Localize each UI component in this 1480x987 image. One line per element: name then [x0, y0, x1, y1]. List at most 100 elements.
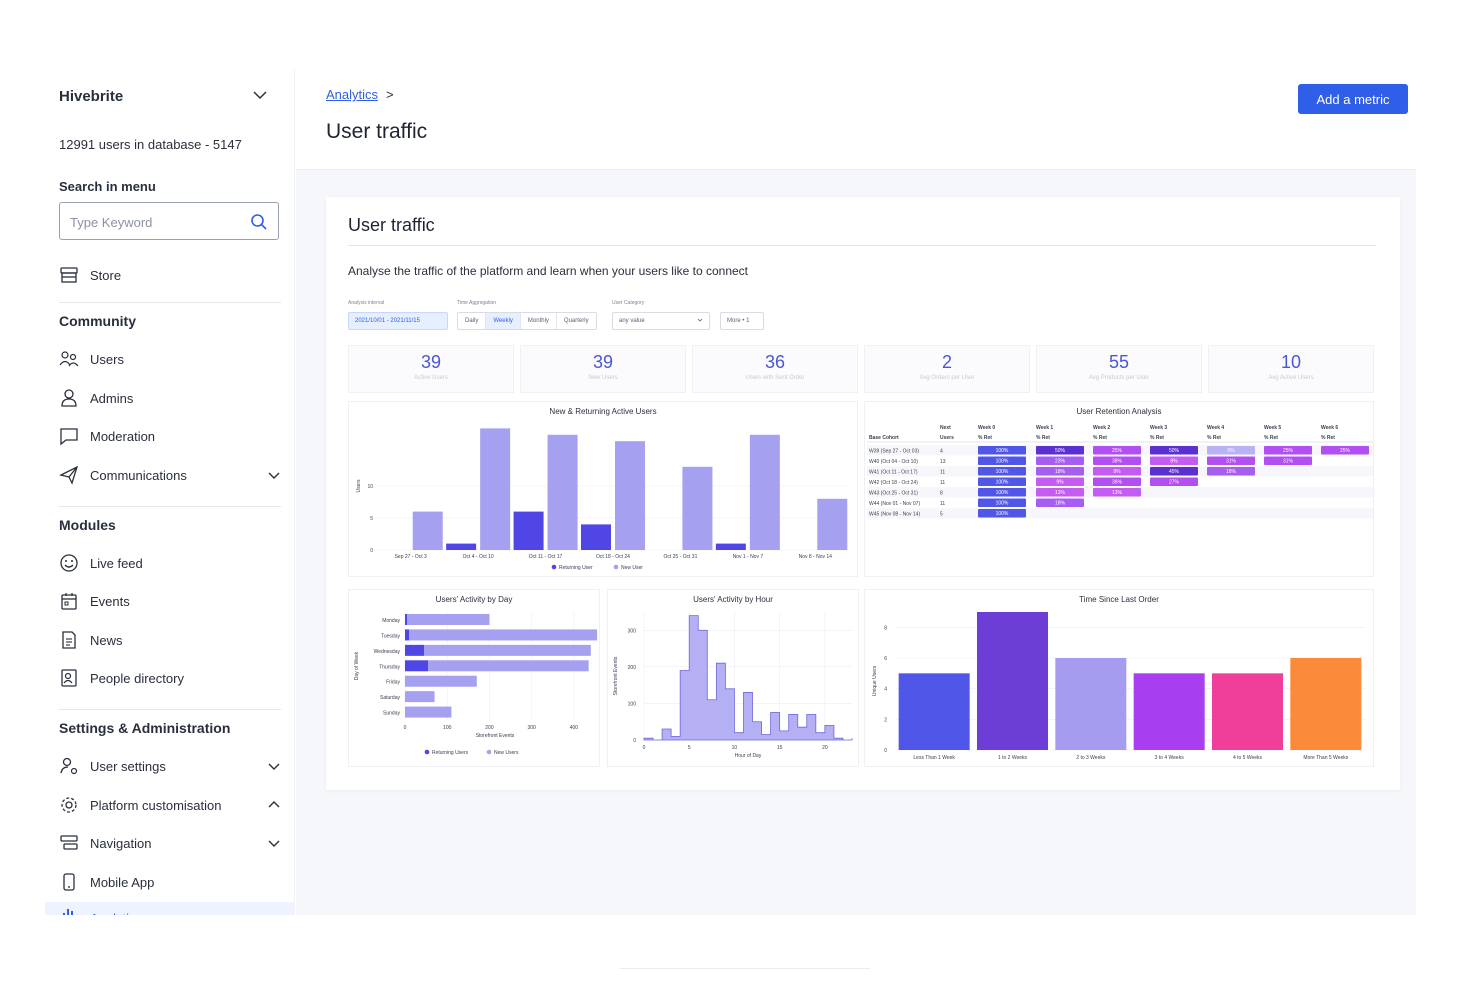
- kpi-avg-orders: 2 Avg Orders per User: [864, 345, 1030, 393]
- chevron-up-icon: [267, 798, 281, 812]
- sidebar-item-events[interactable]: Events: [59, 589, 281, 613]
- x-tick-label: 4 to 5 Weeks: [1233, 755, 1263, 761]
- section-title-community: Community: [59, 313, 136, 329]
- interval-picker[interactable]: 2021/10/01 - 2021/11/15: [348, 312, 448, 330]
- x-tick-label: Oct 25 - Oct 31: [663, 554, 697, 560]
- sidebar-item-mobile-app[interactable]: Mobile App: [59, 870, 281, 894]
- search-input[interactable]: [70, 212, 240, 232]
- retention-value: 100%: [996, 459, 1009, 465]
- sidebar-item-platform-customisation[interactable]: Platform customisation: [59, 793, 281, 817]
- retention-value: 50%: [1055, 448, 1066, 454]
- sidebar-item-user-settings[interactable]: User settings: [59, 754, 281, 778]
- retention-cell: [1207, 446, 1255, 455]
- sidebar-item-users[interactable]: Users: [59, 347, 281, 371]
- sidebar-item-live-feed[interactable]: Live feed: [59, 551, 281, 575]
- bar: [428, 660, 589, 672]
- retention-cell: [1093, 477, 1141, 486]
- kpi-value: 2: [941, 352, 952, 372]
- add-metric-button[interactable]: Add a metric: [1298, 84, 1408, 114]
- page-title: User traffic: [326, 120, 428, 143]
- legend-swatch: [551, 564, 557, 570]
- table-column-header: % Ret: [1264, 435, 1278, 441]
- legend-label: New Users: [494, 750, 519, 756]
- y-tick-label: Monday: [382, 618, 400, 624]
- bar: [405, 629, 410, 641]
- bar: [405, 660, 429, 672]
- navigation-icon: [59, 833, 79, 853]
- sidebar-item-news[interactable]: News: [59, 628, 281, 652]
- sidebar-item-label: Platform customisation: [90, 797, 222, 813]
- retention-cell: [1036, 446, 1084, 455]
- retention-value: 100%: [996, 469, 1009, 475]
- table-cell: W44 (Nov 01 - Nov 07): [869, 501, 920, 507]
- legend-label: Returning Users: [432, 750, 469, 756]
- search-icon[interactable]: [250, 213, 268, 236]
- aggregation-option-daily[interactable]: Daily: [458, 313, 487, 329]
- retention-value: 23%: [1055, 459, 1066, 465]
- sidebar-item-people-directory[interactable]: People directory: [59, 666, 281, 690]
- retention-value: 100%: [996, 490, 1009, 496]
- aggregation-toggle: Daily Weekly Monthly Quarterly: [457, 312, 597, 330]
- table-header: Week 1: [1036, 425, 1053, 431]
- chart-svg: 0 100 200 300 0 5 10 15 20 Hour of Day Storefront …: [613, 612, 853, 759]
- live-feed-icon: [59, 553, 79, 573]
- search-box: [59, 202, 279, 240]
- sidebar-item-label: People directory: [90, 670, 184, 686]
- chevron-down-icon: [267, 468, 281, 482]
- section-title-modules: Modules: [59, 517, 116, 533]
- kpi-label: New Users: [588, 375, 618, 381]
- sidebar: Hivebrite 12991 users in database - 5147…: [45, 70, 295, 920]
- kpi-value: 39: [420, 352, 442, 372]
- sidebar-item-label: Store: [90, 267, 122, 283]
- x-tick-label: 2 to 3 Weeks: [1076, 755, 1106, 761]
- kpi-value: 10: [1280, 352, 1302, 372]
- filter-label-category: User Category: [612, 300, 645, 306]
- table-cell: W42 (Oct 18 - Oct 24): [869, 480, 918, 486]
- y-tick-label: Friday: [386, 680, 400, 686]
- y-tick-label: 0: [370, 548, 373, 554]
- sidebar-item-label: Navigation: [90, 835, 152, 851]
- retention-cell: [1093, 446, 1141, 455]
- chart-svg: 0 2 4 6 8 Unique Users Less Than 1 Week 1 to 2 …: [872, 612, 1365, 761]
- sidebar-item-navigation[interactable]: Navigation: [59, 831, 281, 855]
- aggregation-option-monthly[interactable]: Monthly: [520, 313, 557, 329]
- chart-svg: 0 5 10 Users Sep 27 - Oct 3 Oct 4 - Oct 10 Oct…: [356, 428, 849, 571]
- x-tick-label: 200: [485, 725, 494, 731]
- sidebar-item-moderation[interactable]: Moderation: [59, 424, 281, 448]
- x-tick-label: Less Than 1 Week: [913, 755, 955, 761]
- aggregation-option-weekly[interactable]: Weekly: [486, 313, 521, 329]
- breadcrumb-separator: >: [386, 87, 394, 102]
- page-header: Analytics > User traffic Add a metric: [296, 70, 1416, 170]
- sidebar-item-communications[interactable]: Communications: [59, 463, 281, 487]
- retention-cell: [1150, 446, 1198, 455]
- admin-icon: [59, 388, 79, 408]
- retention-value: 100%: [996, 501, 1009, 507]
- org-switcher[interactable]: Hivebrite: [59, 88, 269, 108]
- sidebar-item-admins[interactable]: Admins: [59, 386, 281, 410]
- legend-swatch: [613, 564, 619, 570]
- bar: [817, 498, 848, 550]
- table-column-header: % Ret: [1207, 435, 1221, 441]
- category-select[interactable]: any value: [612, 312, 710, 330]
- table-cell: W39 (Sep 27 - Oct 03): [869, 449, 919, 455]
- sidebar-item-analytics[interactable]: Analytics: [45, 902, 294, 920]
- filter-label-interval: Analysis interval: [348, 300, 385, 306]
- more-filters-button[interactable]: More • 1: [720, 312, 764, 330]
- y-tick-label: 0: [633, 738, 636, 744]
- aggregation-option-quarterly[interactable]: Quarterly: [556, 313, 596, 329]
- sidebar-item-store[interactable]: Store: [59, 263, 281, 287]
- sidebar-item-label: Users: [90, 351, 124, 367]
- retention-cell: [1207, 456, 1255, 465]
- y-tick-label: 2: [884, 717, 887, 723]
- kpi-value: 36: [764, 352, 786, 372]
- y-tick-label: 0: [884, 748, 887, 754]
- breadcrumb-link-analytics[interactable]: Analytics: [326, 87, 379, 102]
- retention-value: 36%: [1112, 480, 1123, 486]
- table-column-header: % Ret: [1093, 435, 1107, 441]
- x-tick-label: Oct 4 - Oct 10: [463, 554, 494, 560]
- kpi-avg-active-users: 10 Avg Active Users: [1208, 345, 1374, 393]
- y-tick-label: Thursday: [379, 664, 400, 670]
- breadcrumb: Analytics >: [326, 87, 394, 102]
- retention-cell: [1093, 456, 1141, 465]
